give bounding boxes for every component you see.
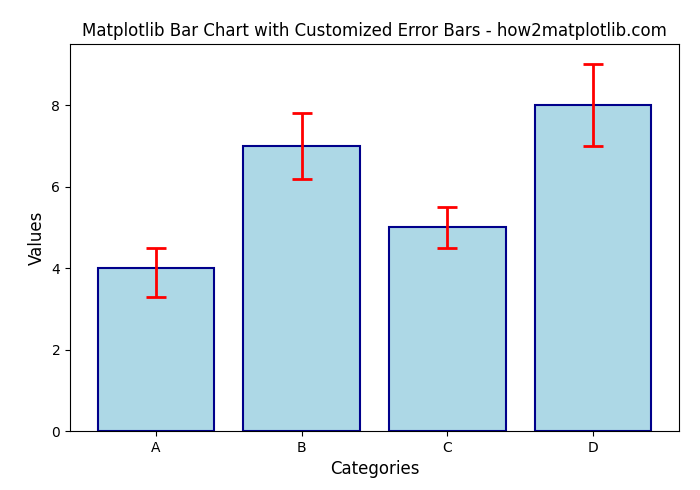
X-axis label: Categories: Categories bbox=[330, 461, 419, 478]
Bar bbox=[244, 146, 360, 431]
Bar bbox=[98, 268, 214, 431]
Bar bbox=[535, 105, 651, 431]
Y-axis label: Values: Values bbox=[28, 211, 46, 265]
Title: Matplotlib Bar Chart with Customized Error Bars - how2matplotlib.com: Matplotlib Bar Chart with Customized Err… bbox=[82, 22, 667, 40]
Bar bbox=[389, 227, 505, 431]
